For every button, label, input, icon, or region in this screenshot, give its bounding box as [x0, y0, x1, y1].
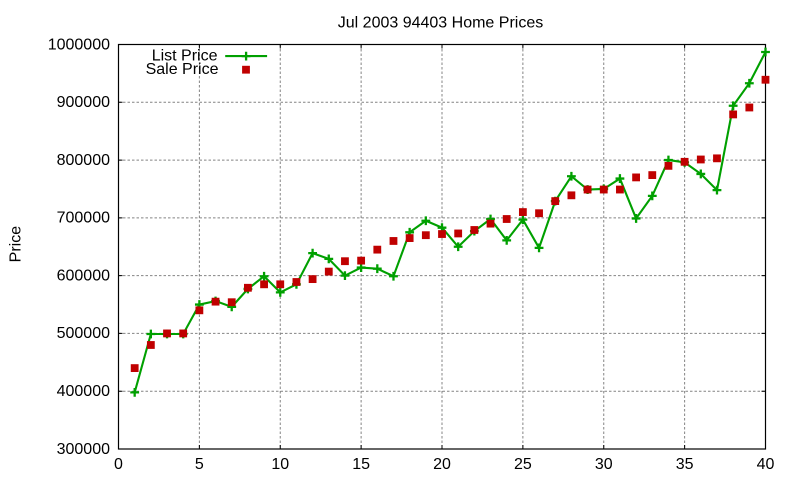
svg-text:400000: 400000	[57, 383, 110, 400]
svg-text:Sale Price: Sale Price	[146, 61, 219, 78]
svg-text:700000: 700000	[57, 210, 110, 227]
svg-text:15: 15	[352, 456, 370, 473]
svg-text:300000: 300000	[57, 441, 110, 458]
svg-text:500000: 500000	[57, 325, 110, 342]
svg-text:List Price: List Price	[152, 47, 218, 64]
svg-text:1000000: 1000000	[48, 36, 110, 53]
svg-text:0: 0	[114, 456, 123, 473]
svg-text:20: 20	[433, 456, 451, 473]
svg-text:Price: Price	[8, 226, 25, 263]
svg-text:10: 10	[271, 456, 289, 473]
svg-text:25: 25	[514, 456, 532, 473]
svg-text:900000: 900000	[57, 94, 110, 111]
svg-text:5: 5	[195, 456, 204, 473]
svg-text:30: 30	[595, 456, 613, 473]
svg-text:Jul 2003 94403 Home Prices: Jul 2003 94403 Home Prices	[338, 14, 543, 31]
svg-text:800000: 800000	[57, 152, 110, 169]
svg-text:35: 35	[676, 456, 694, 473]
svg-text:600000: 600000	[57, 267, 110, 284]
svg-text:40: 40	[757, 456, 775, 473]
